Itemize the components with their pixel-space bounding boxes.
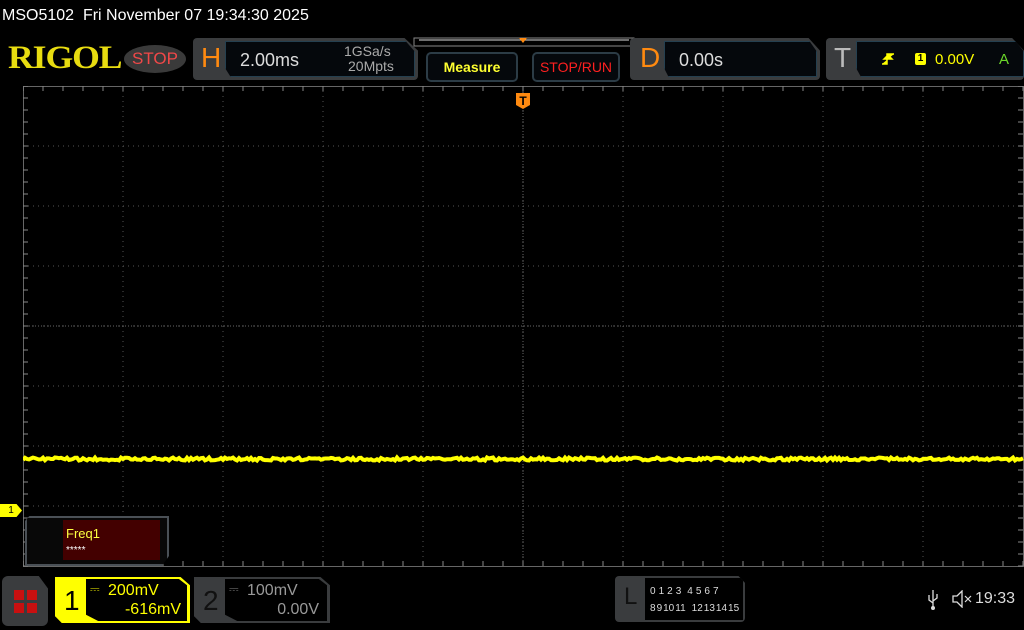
stop-run-button[interactable]: STOP/RUN <box>532 52 620 82</box>
freq-measurement: Freq1 ***** <box>63 520 160 560</box>
logic-channel-label: 15 <box>728 603 739 614</box>
logic-channel-label: 14 <box>716 603 727 614</box>
logic-channel-label: 5 <box>696 586 702 597</box>
logic-channel-label: 7 <box>713 586 719 597</box>
horizontal-panel[interactable]: H 2.00ms 1GSa/s 20Mpts <box>193 38 418 80</box>
logic-channel-label: 9 <box>657 603 663 614</box>
channel2-number: 2 <box>203 585 219 617</box>
logic-channel-label: 6 <box>704 586 710 597</box>
trigger-source: 1 <box>915 53 926 65</box>
clock: 19:33 <box>975 590 1015 608</box>
logic-channel-label: 8 <box>650 603 656 614</box>
menu-button[interactable] <box>2 576 48 626</box>
horizontal-settings: 2.00ms 1GSa/s 20Mpts <box>225 41 415 77</box>
model-name: MSO5102 <box>2 7 74 24</box>
title-bar: MSO5102 Fri November 07 19:34:30 2025 <box>0 0 1024 32</box>
trigger-panel[interactable]: T 1 0.00V A <box>826 38 1024 80</box>
logic-channel-label: 11 <box>675 603 685 614</box>
logic-panel[interactable]: L 01234567 891011 12131415 <box>615 576 745 622</box>
logic-channel-label: 4 <box>687 586 693 597</box>
logic-channel-label: 0 <box>650 586 656 597</box>
speaker-muted-icon[interactable] <box>951 590 973 608</box>
trigger-letter: T <box>834 42 851 74</box>
rising-edge-icon <box>881 52 895 66</box>
channel1-waveform <box>23 458 1023 461</box>
usb-icon <box>926 589 940 611</box>
channel2-offset: 0.00V <box>277 601 319 619</box>
channel2-panel[interactable]: 2 ⎓ 100mV 0.00V <box>194 577 330 623</box>
delay-letter: D <box>640 42 660 74</box>
run-status-badge[interactable]: STOP <box>124 45 186 73</box>
memory-depth: 20Mpts <box>348 58 394 74</box>
logic-channel-label: 1 <box>659 586 665 597</box>
channel1-scale: 200mV <box>108 582 159 600</box>
trigger-settings: 1 0.00V A <box>856 41 1024 77</box>
logic-channel-label: 10 <box>663 603 674 614</box>
horizontal-letter: H <box>201 42 221 74</box>
measurement-value: ***** <box>66 545 85 556</box>
delay-settings: 0.00s <box>664 41 817 77</box>
dc-coupling-icon: ⎓ <box>229 582 239 597</box>
memory-overview <box>413 37 635 51</box>
channel1-number: 1 <box>64 585 80 617</box>
delay-panel[interactable]: D 0.00s <box>630 38 820 80</box>
logic-channels: 01234567 891011 12131415 <box>645 578 743 620</box>
logic-channel-label: 13 <box>704 603 715 614</box>
dc-coupling-icon: ⎓ <box>90 582 100 597</box>
timebase: 2.00ms <box>240 50 299 71</box>
delay-value: 0.00s <box>679 50 723 71</box>
channel1-settings: ⎓ 200mV -616mV <box>86 579 187 621</box>
trigger-level: 0.00V <box>935 51 974 68</box>
channel2-settings: ⎓ 100mV 0.00V <box>225 579 327 621</box>
trigger-mode: A <box>999 51 1009 68</box>
logic-letter: L <box>624 583 637 611</box>
logic-channel-label: 12 <box>692 603 703 614</box>
channel2-scale: 100mV <box>247 582 298 600</box>
rigol-logo: RIGOL <box>8 40 121 77</box>
channel1-offset: -616mV <box>125 601 181 619</box>
sample-rate: 1GSa/s <box>344 43 391 59</box>
measure-button[interactable]: Measure <box>426 52 518 82</box>
measurement-name: Freq1 <box>66 526 100 541</box>
waveform-graticule[interactable] <box>23 86 1024 567</box>
channel1-offset-marker[interactable]: 1 <box>0 504 22 517</box>
grid-menu-icon <box>14 590 38 614</box>
logic-channel-label: 3 <box>676 586 682 597</box>
logic-channel-label: 2 <box>667 586 673 597</box>
measurement-panel[interactable]: Freq1 ***** <box>25 516 169 566</box>
channel1-panel[interactable]: 1 ⎓ 200mV -616mV <box>55 577 190 623</box>
datetime: Fri November 07 19:34:30 2025 <box>83 7 309 24</box>
